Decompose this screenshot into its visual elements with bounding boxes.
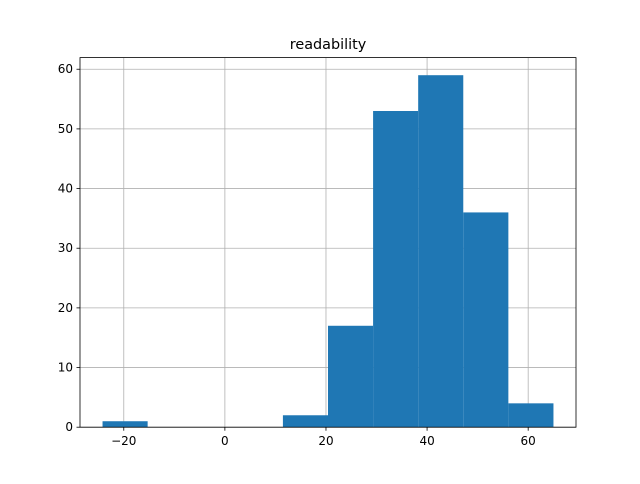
x-tick-label: −20	[111, 434, 136, 448]
bar	[508, 403, 554, 428]
y-tick-label: 50	[58, 122, 73, 136]
y-tick-label: 10	[58, 361, 73, 375]
bar	[282, 415, 328, 428]
bar	[102, 421, 148, 428]
y-tick-label: 0	[65, 420, 73, 434]
x-tick-label: 20	[318, 434, 333, 448]
bar	[328, 325, 374, 428]
y-tick-label: 30	[58, 241, 73, 255]
y-tick-label: 40	[58, 182, 73, 196]
y-tick-label: 60	[58, 62, 73, 76]
y-tick-label: 20	[58, 301, 73, 315]
x-tick-label: 60	[521, 434, 536, 448]
x-tick-label: 0	[221, 434, 229, 448]
plot-frame	[79, 57, 577, 428]
bar	[373, 110, 419, 428]
chart-title: readability	[290, 37, 367, 53]
bar	[463, 212, 509, 428]
bar	[418, 75, 464, 428]
x-tick-label: 40	[419, 434, 434, 448]
